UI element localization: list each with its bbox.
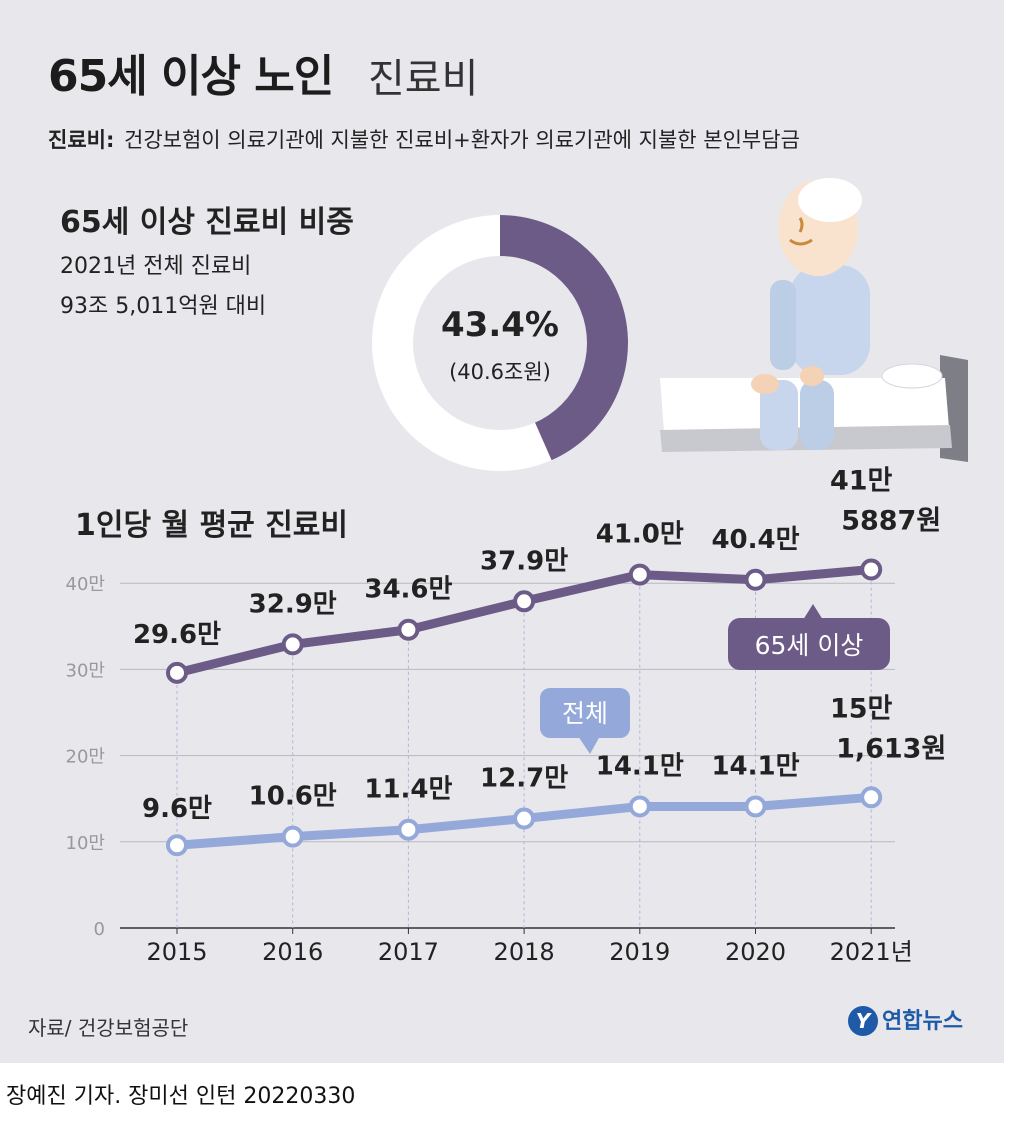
source-note: 자료/ 건강보험공단: [28, 1016, 189, 1040]
x-tick-label: 2019: [609, 938, 670, 966]
data-label: 5887원: [841, 506, 941, 537]
data-label: 14.1만: [596, 751, 684, 781]
x-tick-label: 2020: [725, 938, 786, 966]
data-point: [397, 618, 420, 641]
data-point: [513, 590, 536, 613]
y-tick-label: 20만: [66, 747, 105, 768]
share-description-line1: 2021년 전체 진료비: [60, 254, 252, 279]
data-point: [166, 661, 188, 684]
data-label: 15만: [830, 693, 893, 724]
data-label: 1,613원: [836, 733, 946, 764]
yonhap-logo-text: 연합뉴스: [882, 1009, 963, 1034]
legend-badge-bg: [540, 688, 630, 738]
data-label: 29.6만: [133, 620, 221, 650]
data-point: [513, 807, 536, 830]
data-label: 37.9만: [480, 546, 568, 576]
byline: 장예진 기자. 장미선 인턴 20220330: [6, 1084, 356, 1109]
data-point: [744, 795, 767, 818]
page-subtitle: 진료비: [368, 56, 479, 102]
data-point: [628, 795, 651, 818]
data-point: [860, 558, 883, 581]
definition-label: 진료비:: [48, 128, 115, 152]
data-point: [744, 568, 767, 591]
donut-chart: [372, 215, 628, 471]
data-label: 32.9만: [249, 589, 337, 619]
data-label: 40.4만: [711, 525, 799, 555]
line-chart: 0 10만 20만 30만 40만 2015 2016 2017 2018 2019 2020 202…: [66, 466, 947, 966]
chart-canvas: 0 10만 20만 30만 40만 2015 2016 2017 2018 2019 2020 202…: [66, 178, 968, 966]
data-label: 41만: [830, 466, 893, 497]
infographic-panel: [0, 0, 1004, 1063]
data-label: 41.0만: [596, 520, 684, 550]
data-label: 12.7만: [480, 764, 568, 794]
legend-badge-pointer: [578, 736, 600, 754]
x-tick-label: 2018: [494, 938, 555, 966]
line-chart-heading: 1인당 월 평균 진료비: [75, 508, 349, 543]
data-point: [397, 818, 420, 841]
page-title: 65세 이상 노인: [48, 51, 334, 102]
x-tick-label: 2021년: [830, 938, 913, 966]
data-label: 10.6만: [249, 782, 337, 812]
data-point: [166, 834, 188, 857]
legend-badge-total: 전체: [540, 688, 630, 754]
x-tick-label: 2016: [262, 938, 323, 966]
legend-badge-bg: [728, 618, 890, 670]
x-tick-label: 2015: [146, 938, 207, 966]
data-label: 34.6만: [364, 575, 452, 605]
y-tick-label: 40만: [66, 574, 105, 595]
data-point: [281, 825, 304, 848]
share-heading: 65세 이상 진료비 비중: [60, 205, 354, 240]
donut-amount-label: (40.6조원): [449, 360, 551, 384]
data-label: 11.4만: [364, 775, 452, 805]
legend-label: 전체: [562, 699, 608, 728]
elderly-man-illustration: [660, 178, 968, 462]
y-tick-label: 10만: [66, 833, 105, 854]
legend-label: 65세 이상: [755, 631, 864, 660]
data-point: [281, 633, 304, 656]
legend-badge-pointer: [803, 604, 823, 620]
legend-badge-65plus: 65세 이상: [728, 604, 890, 670]
y-tick-label: 30만: [66, 660, 105, 681]
definition-text: 건강보험이 의료기관에 지불한 진료비+환자가 의료기관에 지불한 본인부담금: [124, 128, 800, 152]
yonhap-logo: Y 연합뉴스: [848, 1003, 963, 1036]
data-label: 14.1만: [711, 751, 799, 781]
data-label: 9.6만: [142, 794, 212, 824]
y-tick-label: 0: [94, 919, 105, 940]
data-point: [860, 786, 883, 809]
donut-hole: [413, 256, 587, 430]
yonhap-logo-icon: Y: [848, 1006, 878, 1036]
data-point: [628, 563, 651, 586]
donut-percent-label: 43.4%: [441, 305, 559, 345]
share-description-line2: 93조 5,011억원 대비: [60, 294, 267, 319]
x-tick-label: 2017: [378, 938, 439, 966]
